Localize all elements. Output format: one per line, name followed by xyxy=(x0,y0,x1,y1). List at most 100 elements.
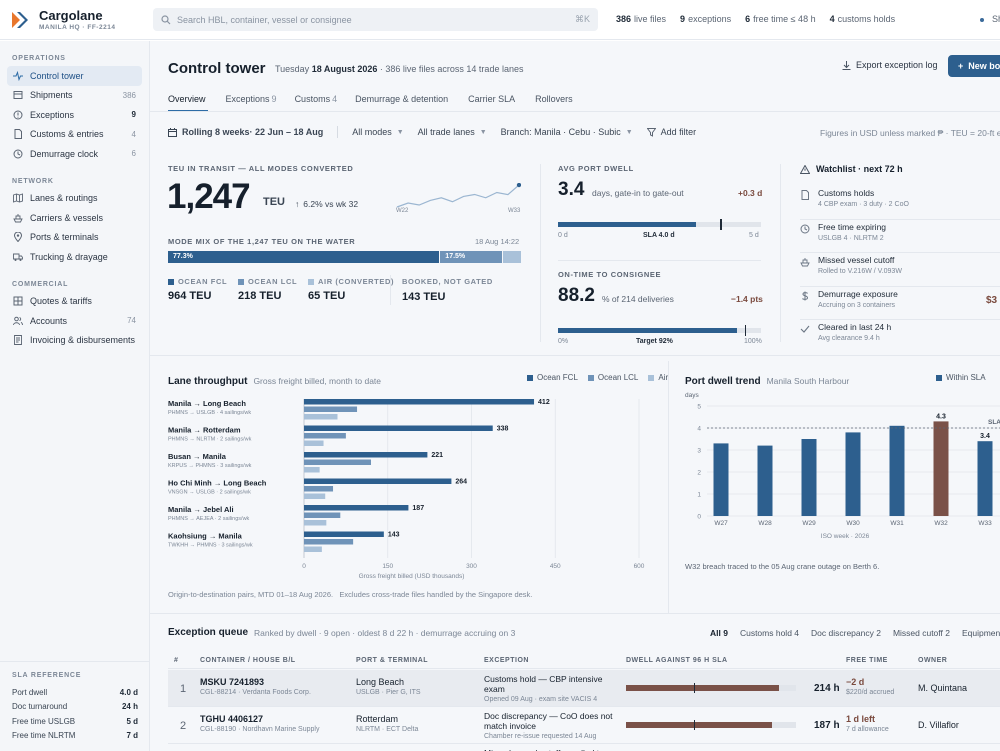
queue-filter-chip[interactable]: Missed cutoff 2 xyxy=(892,628,950,638)
x-tick-label: 150 xyxy=(382,563,393,570)
legend-swatch xyxy=(527,374,533,381)
otc-value: 88.2 xyxy=(558,285,595,306)
sidebar-item-count: 4 xyxy=(131,129,136,139)
bar-ocean-lcl xyxy=(304,406,358,412)
watchlist-item[interactable]: Cleared in last 24 h Avg clearance 9.4 h xyxy=(800,320,1000,354)
tab-carrier-sla[interactable]: Carrier SLA xyxy=(468,94,516,104)
sidebar-item-lanes-routings[interactable]: Lanes & routings xyxy=(7,189,142,209)
lane-name: Manila → Rotterdam xyxy=(168,426,241,435)
column-header[interactable]: EXCEPTION xyxy=(484,657,529,664)
lane-sub: VNSGN → USLGB · 2 sailings/wk xyxy=(168,490,251,496)
bar-value-label: 143 xyxy=(388,532,400,539)
sidebar-item-trucking-drayage[interactable]: Trucking & drayage xyxy=(7,247,142,267)
lane-sub: PHMNS → NLRTM · 2 sailings/wk xyxy=(168,437,252,443)
chevron-down-icon: ▼ xyxy=(479,128,487,136)
kpi-divider xyxy=(780,164,781,342)
sla-reference-title: SLA REFERENCE xyxy=(12,672,82,679)
sidebar-item-exceptions[interactable]: Exceptions 9 xyxy=(7,105,142,125)
stat-free-time[interactable]: 6 free time ≤ 48 h xyxy=(745,14,816,24)
watchlist-item[interactable]: Customs holds 4 CBP exam · 3 duty · 2 CoO xyxy=(800,186,1000,220)
mode-mix-segment[interactable]: 77.3% xyxy=(168,251,440,263)
search-input[interactable]: Search HBL, container, vessel or consign… xyxy=(153,8,598,31)
stat-customs-holds[interactable]: 4 customs holds xyxy=(829,14,896,24)
teu-delta: ↑ 6.2% vs wk 32 xyxy=(295,199,359,209)
app-name: Cargolane xyxy=(39,8,103,23)
watchlist-item[interactable]: Demurrage exposure Accruing on 3 containe… xyxy=(800,287,1000,320)
add-filter-button[interactable]: Add filter xyxy=(646,127,696,137)
arrow-up-icon: ↑ xyxy=(295,199,300,209)
column-header[interactable]: OWNER xyxy=(918,657,948,664)
column-header[interactable]: DWELL AGAINST 96 H SLA xyxy=(626,657,728,664)
search-icon xyxy=(161,14,171,24)
user-menu[interactable]: Sh xyxy=(980,14,1000,24)
branch-filter[interactable]: Branch: Manila · Cebu · Subic ▼ xyxy=(500,127,633,137)
sidebar-item-label: Customs & entries xyxy=(30,129,104,140)
column-header[interactable]: FREE TIME xyxy=(846,657,888,664)
tab-overview[interactable]: Overview xyxy=(168,94,208,112)
stat-live-files[interactable]: 386 live files xyxy=(616,14,667,24)
queue-filter-chip[interactable]: Doc discrepancy 2 xyxy=(811,628,881,638)
date-range-filter[interactable]: Rolling 8 weeks · 22 Jun – 18 Aug xyxy=(168,127,323,137)
booked-divider xyxy=(390,275,391,305)
tab-demurrage-detention[interactable]: Demurrage & detention xyxy=(355,94,449,104)
sidebar-item-customs-entries[interactable]: Customs & entries 4 xyxy=(7,125,142,145)
top-bar: Cargolane MANILA HQ · FF-2214 Search HBL… xyxy=(0,0,1000,40)
booked-label: BOOKED, NOT GATED xyxy=(402,277,493,286)
sidebar-item-accounts[interactable]: Accounts 74 xyxy=(7,311,142,331)
tab-exceptions[interactable]: Exceptions 9 xyxy=(225,94,277,104)
dwell-value-label: 4.3 xyxy=(936,413,946,420)
sidebar-item-quotes-tariffs[interactable]: Quotes & tariffs xyxy=(7,292,142,312)
lane-sub: KRPUS → PHMNS · 3 sailings/wk xyxy=(168,463,252,469)
export-button[interactable]: Export exception log xyxy=(842,60,938,70)
watchlist-item[interactable]: Free time expiring USLGB 4 · NLRTM 2 xyxy=(800,220,1000,253)
x-axis-label: ISO week · 2026 xyxy=(821,533,870,540)
watchlist-item[interactable]: Missed vessel cutoff Rolled to V.216W / V… xyxy=(800,253,1000,287)
column-header[interactable]: CONTAINER / HOUSE B/L xyxy=(200,657,296,664)
sidebar-item-ports-terminals[interactable]: Ports & terminals xyxy=(7,228,142,248)
tab-customs[interactable]: Customs 4 xyxy=(294,94,338,104)
sidebar-item-carriers-vessels[interactable]: Carriers & vessels xyxy=(7,208,142,228)
sidebar: OPERATIONS Control tower Shipments 386 E… xyxy=(0,41,150,751)
teu-value: 1,247 xyxy=(167,177,251,216)
sla-marker xyxy=(694,720,695,730)
dwell-progress-bar xyxy=(626,720,796,730)
mode-mix-time: 18 Aug 14:22 xyxy=(475,237,520,246)
otc-unit: % of 214 deliveries xyxy=(602,294,674,304)
sidebar-item-demurrage-clock[interactable]: Demurrage clock 6 xyxy=(7,144,142,164)
lane-sub: PHMNS → AEJEA · 2 sailings/wk xyxy=(168,516,250,522)
table-row[interactable]: 1 MSKU 7241893 CGL-88214 · Verdanta Foods… xyxy=(168,670,1000,707)
table-row[interactable]: 2 TGHU 4406127 CGL-88190 · Nordhavn Marin… xyxy=(168,707,1000,744)
tab-bar: Overview Exceptions 9 Customs 4 Demurrage & d… xyxy=(168,94,593,112)
y-tick-label: 4 xyxy=(697,426,701,433)
stat-exceptions[interactable]: 9 exceptions xyxy=(680,14,732,24)
mode-mix-segment[interactable] xyxy=(502,251,521,263)
queue-filter-chip[interactable]: Equipment 1 xyxy=(961,628,1000,638)
column-header[interactable]: # xyxy=(174,657,179,664)
lane-filter[interactable]: All trade lanes ▼ xyxy=(417,127,487,137)
app-logo[interactable]: Cargolane MANILA HQ · FF-2214 xyxy=(12,9,115,31)
dwell-max: 5 d xyxy=(749,232,759,239)
sidebar-item-shipments[interactable]: Shipments 386 xyxy=(7,86,142,106)
bar-ocean-fcl xyxy=(304,399,535,405)
lane-name: Kaohsiung → Manila xyxy=(168,532,243,541)
sidebar-item-control-tower[interactable]: Control tower xyxy=(7,66,142,86)
tab-rollovers[interactable]: Rollovers xyxy=(535,94,573,104)
dwell-min: 0 d xyxy=(558,232,568,239)
sidebar-item-label: Control tower xyxy=(30,70,84,81)
check-icon xyxy=(800,325,810,333)
table-row[interactable]: Missed vessel cutoff — rolled to xyxy=(168,744,1000,751)
sidebar-section-title: COMMERCIAL xyxy=(12,280,69,288)
new-booking-button[interactable]: +New booking xyxy=(948,55,1000,77)
mode-filter[interactable]: All modes ▼ xyxy=(352,127,404,137)
sidebar-item-invoicing-disbursements[interactable]: Invoicing & disbursements xyxy=(7,331,142,351)
legend-swatch xyxy=(936,374,942,381)
legend-swatch xyxy=(648,374,655,381)
bar-value-label: 412 xyxy=(538,399,550,406)
mode-mix-segment[interactable]: 17.5% xyxy=(440,251,502,263)
queue-filter-chip[interactable]: Customs hold 4 xyxy=(739,628,800,638)
queue-filter-chip[interactable]: All 9 xyxy=(710,628,728,638)
dwell-bar xyxy=(889,425,905,516)
column-header[interactable]: PORT & TERMINAL xyxy=(356,657,429,664)
lane-chart-header: Lane throughput Gross freight billed, mon… xyxy=(168,376,382,387)
bar-value-label: 338 xyxy=(497,426,509,433)
